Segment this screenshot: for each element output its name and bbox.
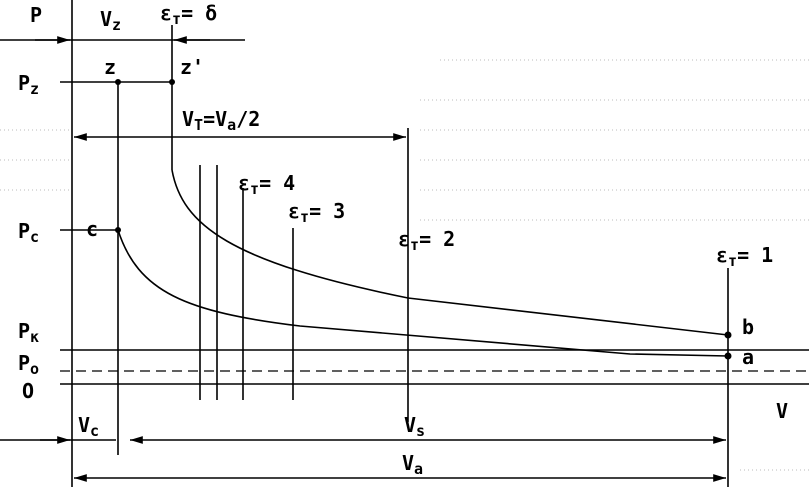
b-label: b — [742, 315, 754, 339]
ratio-2-sub: т — [410, 236, 419, 254]
expansion-curve — [171, 169, 729, 336]
vt-label: VT=Va/2 — [182, 107, 260, 134]
po-label: Po — [18, 351, 39, 378]
pc-label-main: P — [18, 219, 30, 243]
vc-label-main: V — [78, 413, 90, 437]
vz-label: Vz — [100, 7, 121, 34]
va-label-sub: a — [414, 460, 423, 478]
ratio-4-main: ε — [238, 171, 250, 195]
vz-label-main: V — [100, 7, 112, 31]
ratio-1: εт= 1 — [716, 243, 773, 270]
pz-label-main: P — [18, 71, 30, 95]
va-label: Va — [402, 451, 423, 478]
po-label-sub: o — [30, 360, 39, 378]
vt-label-sub: T — [194, 116, 203, 134]
ratio-1-rest: = 1 — [737, 243, 773, 267]
vs-label-main: V — [404, 413, 416, 437]
vt-label-main: V — [182, 107, 194, 131]
pk-label: Pк — [18, 319, 39, 346]
a-label: a — [742, 345, 754, 369]
pc-label: Pc — [18, 219, 39, 246]
ratio-3: εт= 3 — [288, 199, 345, 226]
vs-label-sub: s — [416, 422, 425, 440]
pz-label: Pz — [18, 71, 39, 98]
p-axis-label: P — [30, 3, 42, 27]
po-label-main: P — [18, 351, 30, 375]
ratio-delta-main: ε — [160, 1, 172, 25]
ratio-3-rest: = 3 — [309, 199, 345, 223]
ratio-4-sub: т — [250, 180, 259, 198]
vt-label-tail: /2 — [236, 107, 260, 131]
pk-label-sub: к — [30, 328, 39, 346]
ratio-2-main: ε — [398, 227, 410, 251]
ratio-delta-sub: т — [172, 10, 181, 28]
vt-label-rest: =V — [203, 107, 227, 131]
pk-label-main: P — [18, 319, 30, 343]
pc-label-sub: c — [30, 228, 39, 246]
vz-label-sub: z — [112, 16, 121, 34]
origin-label: O — [22, 379, 34, 403]
ratio-delta: εт= δ — [160, 1, 217, 28]
ratio-4-rest: = 4 — [259, 171, 295, 195]
ratio-delta-rest: = δ — [181, 1, 217, 25]
ratio-1-sub: т — [728, 252, 737, 270]
ratio-1-main: ε — [716, 243, 728, 267]
vs-label: Vs — [404, 413, 425, 440]
background-dots — [0, 59, 809, 471]
vc-label-sub: c — [90, 422, 99, 440]
ratio-2-rest: = 2 — [419, 227, 455, 251]
ratio-2: εт= 2 — [398, 227, 455, 254]
z-prime-label: z' — [180, 55, 204, 79]
compression-curve — [117, 229, 729, 357]
z-label: z — [104, 55, 116, 79]
ratio-4: εт= 4 — [238, 171, 295, 198]
pz-label-sub: z — [30, 80, 39, 98]
vt-label-sub2: a — [227, 116, 236, 134]
ratio-3-sub: т — [300, 208, 309, 226]
vc-label: Vc — [78, 413, 99, 440]
ratio-3-main: ε — [288, 199, 300, 223]
va-label-main: V — [402, 451, 414, 475]
c-label: c — [86, 217, 98, 241]
v-axis-label: V — [776, 399, 788, 423]
